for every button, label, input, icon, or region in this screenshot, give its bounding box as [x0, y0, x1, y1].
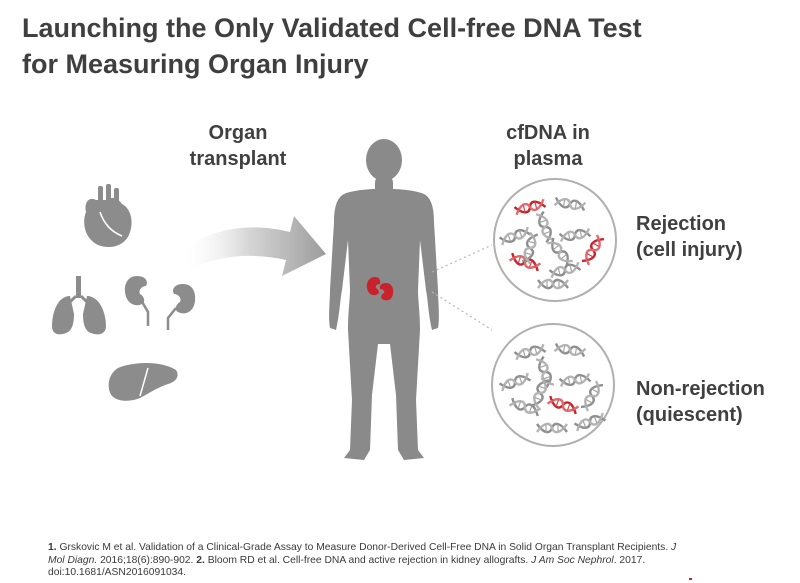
liver-icon [108, 363, 178, 401]
references: 1. Grskovic M et al. Validation of a Cli… [48, 542, 688, 580]
rejection-label: Rejection (cell injury) [636, 213, 743, 261]
transplant-arrow [180, 216, 326, 276]
reference-2-number: 2. [196, 554, 205, 566]
reference-1-text: Grskovic M et al. Validation of a Clinic… [56, 542, 672, 553]
cfdna-plasma-label: cfDNA in plasma [506, 122, 590, 170]
reference-1-journal: J Mol Diagn. [48, 542, 677, 566]
kidneys-icon [124, 276, 196, 330]
connector-non-rejection [431, 291, 493, 331]
non-rejection-dna-pool [491, 323, 615, 447]
connector-rejection [431, 244, 493, 273]
reference-2-journal: J Am Soc Nephrol [531, 554, 614, 566]
reference-1-number: 1. [48, 542, 57, 553]
title-line-2: for Measuring Organ Injury [22, 49, 369, 79]
human-figure-icon [329, 139, 439, 460]
red-accent-mark [689, 578, 692, 580]
heart-icon [84, 184, 132, 248]
page-title: Launching the Only Validated Cell-free D… [22, 10, 782, 82]
reference-2-text: Bloom RD et al. Cell-free DNA and active… [204, 554, 532, 566]
transplant-diagram [52, 139, 617, 460]
reference-1-citation: 2016;18(6):890-902. [97, 554, 197, 566]
kidney-highlight-icon [366, 277, 394, 301]
lungs-icon [52, 276, 106, 335]
title-line-1: Launching the Only Validated Cell-free D… [22, 13, 642, 43]
non-rejection-label: Non-rejection (quiescent) [636, 378, 765, 426]
organ-transplant-label: Organ transplant [189, 122, 287, 170]
rejection-dna-pool [493, 178, 617, 302]
reference-2-citation: . 2017. doi:10.1681/ASN2016091034. [48, 554, 646, 579]
